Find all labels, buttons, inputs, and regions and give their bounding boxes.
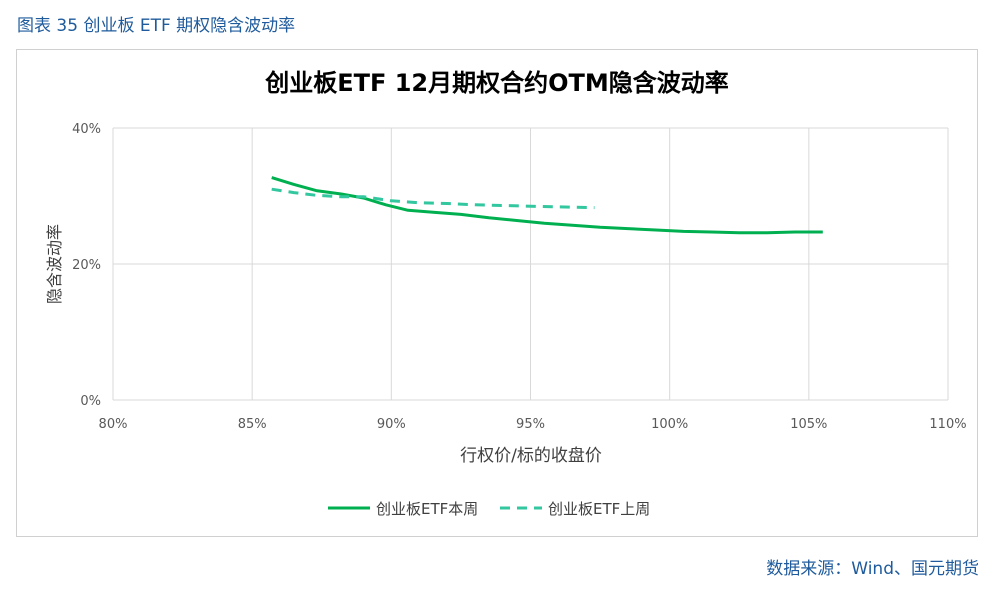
y-axis-label: 隐含波动率: [45, 224, 64, 304]
x-tick-labels: 80% 85% 90% 95% 100% 105% 110%: [99, 417, 967, 432]
y-tick-label: 20%: [72, 258, 101, 273]
legend-label-last-week: 创业板ETF上周: [548, 500, 650, 518]
x-tick-label: 110%: [929, 417, 966, 432]
series-lines: [271, 176, 823, 235]
legend-label-this-week: 创业板ETF本周: [376, 500, 478, 518]
series-line-this-week: [271, 176, 823, 235]
x-tick-label: 100%: [651, 417, 688, 432]
y-tick-label: 40%: [72, 122, 101, 137]
x-tick-label: 85%: [238, 417, 267, 432]
figure-caption: 图表 35 创业板 ETF 期权隐含波动率: [17, 16, 296, 36]
x-tick-label: 95%: [516, 417, 545, 432]
x-tick-label: 80%: [99, 417, 128, 432]
series-line-last-week: [271, 187, 595, 210]
y-tick-label: 0%: [80, 394, 101, 409]
chart-title: 创业板ETF 12月期权合约OTM隐含波动率: [264, 69, 729, 97]
y-tick-labels: 0% 20% 40%: [72, 122, 101, 409]
x-axis-label: 行权价/标的收盘价: [460, 446, 602, 466]
gridlines: [112, 127, 949, 401]
legend: 创业板ETF本周 创业板ETF上周: [328, 500, 650, 518]
x-tick-label: 90%: [377, 417, 406, 432]
data-source: 数据来源：Wind、国元期货: [766, 559, 979, 579]
x-tick-label: 105%: [790, 417, 827, 432]
chart-frame: [16, 49, 978, 537]
